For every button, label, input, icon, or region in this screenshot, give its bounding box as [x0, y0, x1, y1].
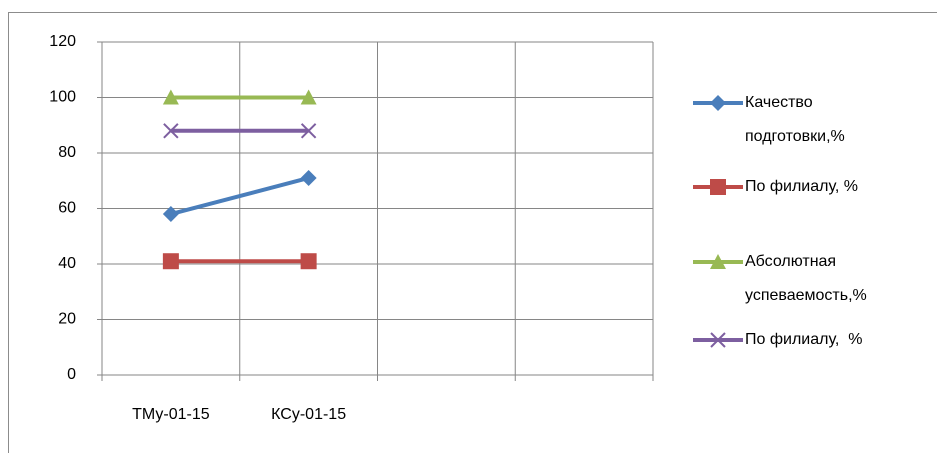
point [710, 179, 726, 195]
y-tick-label: 40 [58, 255, 76, 272]
y-tick-label: 20 [58, 311, 76, 328]
legend-label: По филиалу, % [745, 331, 863, 348]
point [163, 123, 179, 139]
legend-label: По филиалу, % [745, 178, 858, 195]
y-tick-label: 120 [49, 33, 76, 50]
legend-label: Абсолютная успеваемость,% [745, 253, 867, 304]
y-tick-label: 80 [58, 144, 76, 161]
x-tick-label: КСу-01-15 [271, 406, 346, 423]
point [300, 89, 317, 105]
point [710, 332, 726, 348]
series-line [170, 176, 310, 216]
y-tick-label: 0 [67, 366, 76, 383]
legend-label: Качество подготовки,% [745, 94, 845, 145]
y-tick-label: 100 [49, 89, 76, 106]
point [710, 95, 726, 111]
point [162, 206, 179, 223]
point [300, 253, 317, 270]
point [300, 169, 317, 186]
point [162, 253, 179, 270]
point [300, 123, 317, 139]
x-tick-label: ТМу-01-15 [132, 406, 210, 423]
chart-border [8, 12, 937, 453]
point [710, 254, 726, 269]
y-tick-label: 60 [58, 200, 76, 217]
point [162, 89, 179, 105]
